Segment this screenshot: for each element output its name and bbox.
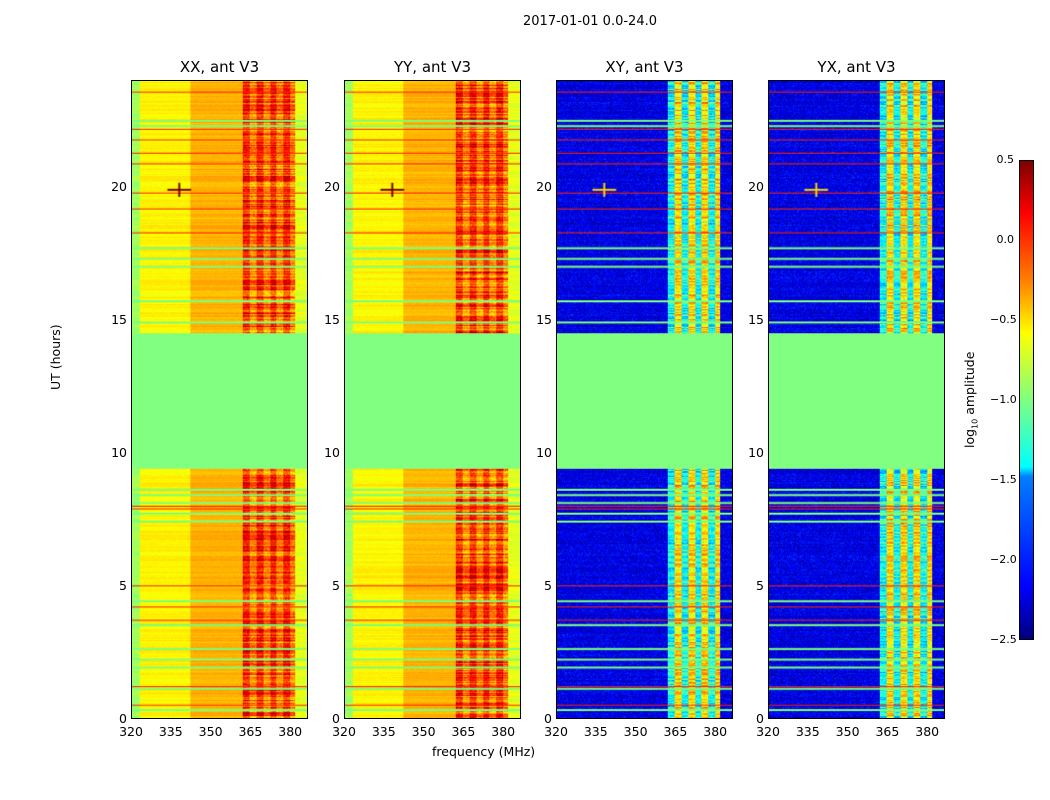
colorbar-tick-label: −1.0 (990, 393, 1017, 406)
x-tick-label: 365 (663, 724, 688, 739)
heatmap-image (557, 81, 732, 718)
panel-title: XY, ant V3 (605, 58, 684, 76)
y-tick-label: 5 (756, 577, 764, 593)
x-tick-label: 335 (371, 724, 396, 739)
y-tick-label: 15 (748, 311, 764, 327)
x-tick-label: 365 (875, 724, 900, 739)
x-tick-label: 380 (703, 724, 728, 739)
x-tick-label: 335 (795, 724, 820, 739)
y-tick-label: 15 (111, 311, 127, 327)
x-axis-label: frequency (MHz) (432, 744, 536, 759)
y-tick-label: 10 (748, 444, 764, 460)
x-tick-label: 365 (451, 724, 476, 739)
colorbar-tick-label: −1.5 (990, 473, 1017, 486)
x-tick-label: 350 (835, 724, 860, 739)
y-tick-label: 0 (544, 711, 552, 726)
x-tick-label: 320 (119, 724, 143, 739)
heatmap-panel-auto (131, 80, 308, 719)
y-tick-label: 20 (111, 178, 127, 194)
y-tick-label: 0 (756, 711, 764, 726)
colorbar-tick-label: −0.5 (990, 313, 1017, 326)
panel-title: XX, ant V3 (179, 58, 260, 76)
y-tick-label: 15 (324, 311, 340, 327)
x-tick-label: 350 (411, 724, 436, 739)
heatmap-panel-cross (556, 80, 733, 719)
heatmap-image (132, 81, 307, 718)
panel-title: YX, ant V3 (817, 58, 896, 76)
x-tick-label: 380 (915, 724, 940, 739)
y-tick-label: 10 (111, 444, 127, 460)
y-tick-label: 20 (536, 178, 552, 194)
x-tick-label: 380 (491, 724, 516, 739)
x-tick-label: 320 (756, 724, 780, 739)
x-tick-label: 380 (278, 724, 303, 739)
heatmap-image (345, 81, 520, 718)
x-tick-label: 320 (332, 724, 356, 739)
y-tick-label: 0 (119, 711, 127, 726)
colorbar (1019, 160, 1034, 640)
colorbar-tick-label: 0.0 (996, 233, 1015, 246)
heatmap-panel-cross (768, 80, 945, 719)
heatmap-panel-auto (344, 80, 521, 719)
colorbar-tick-label: −2.0 (990, 553, 1017, 566)
colorbar-label: log10 amplitude (962, 351, 980, 448)
x-tick-label: 320 (544, 724, 568, 739)
heatmap-image (769, 81, 944, 718)
colorbar-tick-label: −2.5 (990, 633, 1017, 646)
y-tick-label: 15 (536, 311, 552, 327)
x-tick-label: 350 (198, 724, 223, 739)
y-tick-label: 20 (324, 178, 340, 194)
x-tick-label: 350 (623, 724, 648, 739)
y-tick-label: 5 (544, 577, 552, 593)
y-axis-label: UT (hours) (48, 324, 63, 390)
y-tick-label: 5 (119, 577, 127, 593)
panel-title: YY, ant V3 (393, 58, 471, 76)
colorbar-tick-label: 0.5 (996, 153, 1015, 166)
x-tick-label: 365 (238, 724, 263, 739)
y-tick-label: 10 (324, 444, 340, 460)
x-tick-label: 335 (158, 724, 183, 739)
y-tick-label: 5 (332, 577, 340, 593)
y-tick-label: 20 (748, 178, 764, 194)
y-tick-label: 10 (536, 444, 552, 460)
figure-title: 2017-01-01 0.0-24.0 (523, 14, 657, 29)
x-tick-label: 335 (583, 724, 608, 739)
y-tick-label: 0 (332, 711, 340, 726)
